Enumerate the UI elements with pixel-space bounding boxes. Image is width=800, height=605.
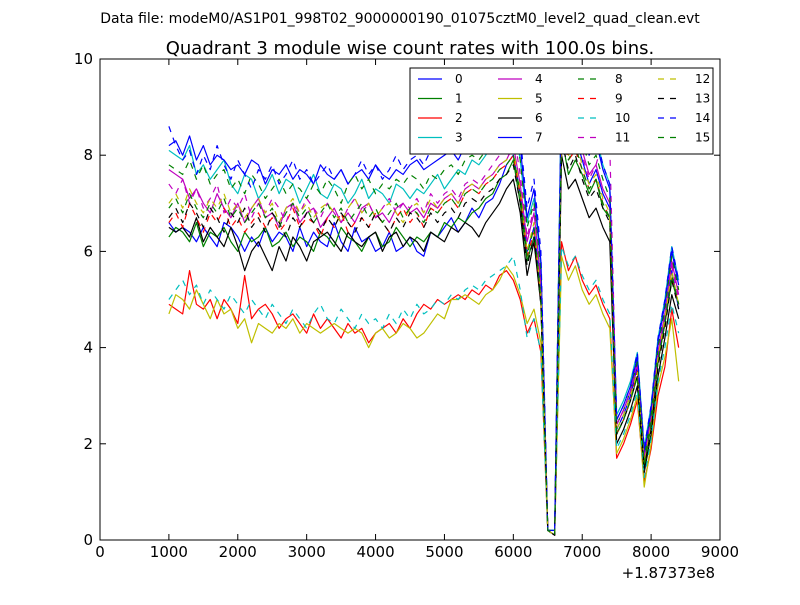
series-line-12: [168, 125, 680, 536]
series-line-2: [168, 241, 680, 536]
x-tick-label: 7000: [563, 543, 601, 561]
legend-label-0: 0: [455, 72, 463, 86]
series-line-6: [168, 154, 680, 536]
series-line-1: [168, 135, 680, 531]
legend-label-9: 9: [615, 92, 623, 106]
legend-label-2: 2: [455, 111, 463, 125]
x-tick-label: 8000: [632, 543, 670, 561]
legend-label-1: 1: [455, 92, 463, 106]
x-offset-label: +1.87373e8: [622, 564, 715, 582]
figure-suptitle: Data file: modeM0/AS1P01_998T02_90000001…: [100, 11, 700, 27]
x-tick-label: 6000: [494, 543, 532, 561]
series-line-15: [168, 130, 680, 536]
legend-label-15: 15: [695, 131, 710, 145]
legend-label-4: 4: [535, 72, 543, 86]
legend-label-8: 8: [615, 72, 623, 86]
x-tick-label: 0: [95, 543, 105, 561]
legend-label-3: 3: [455, 131, 463, 145]
legend-label-7: 7: [535, 131, 543, 145]
series-line-13: [168, 140, 680, 536]
x-tick-label: 2000: [219, 543, 257, 561]
series-line-10: [168, 245, 680, 536]
y-tick-label: 6: [83, 242, 93, 260]
series-line-14: [168, 82, 680, 531]
y-tick-label: 0: [83, 531, 93, 549]
legend-label-13: 13: [695, 92, 710, 106]
y-tick-label: 4: [83, 339, 93, 357]
x-tick-label: 3000: [288, 543, 326, 561]
chart-title: Quadrant 3 module wise count rates with …: [166, 38, 655, 59]
series-line-11: [168, 116, 680, 536]
y-tick-label: 8: [83, 146, 93, 164]
legend-box: [409, 67, 714, 155]
legend-label-12: 12: [695, 72, 710, 86]
x-tick-label: 4000: [356, 543, 394, 561]
legend-label-10: 10: [615, 111, 630, 125]
y-tick-label: 2: [83, 435, 93, 453]
x-tick-label: 9000: [701, 543, 739, 561]
series-line-5: [168, 255, 680, 536]
legend-label-14: 14: [695, 111, 710, 125]
legend-label-5: 5: [535, 92, 543, 106]
series-line-8: [168, 96, 680, 531]
x-tick-label: 5000: [425, 543, 463, 561]
axes-frame: [99, 58, 721, 541]
legend-label-6: 6: [535, 111, 543, 125]
y-tick-label: 10: [74, 50, 93, 68]
legend-label-11: 11: [615, 131, 630, 145]
axes-layer: 0 1000 2000 3000 4000 5000 6000 7000 8000 9000 0 2 4…: [74, 50, 739, 561]
x-tick-label: 1000: [150, 543, 188, 561]
